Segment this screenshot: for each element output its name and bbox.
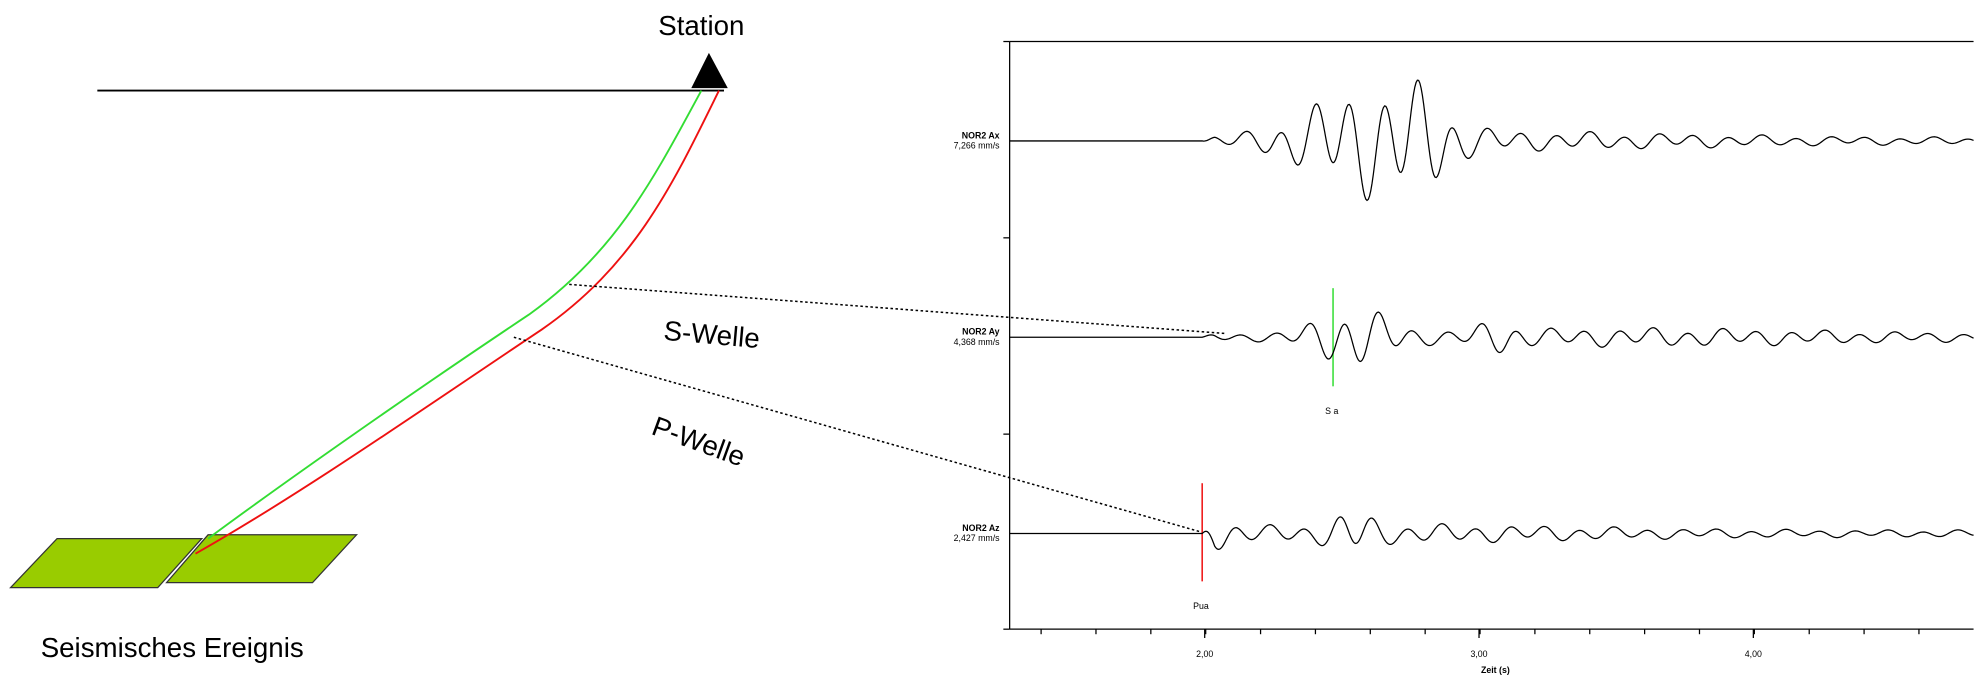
waveform	[1010, 80, 1974, 200]
x-tick-label: 2,00	[1196, 649, 1213, 659]
waveform	[1010, 312, 1974, 361]
s-wave-label: S-Welle	[662, 315, 761, 354]
station-marker	[691, 53, 727, 88]
page: {"labels": {"station": "Station", "event…	[0, 0, 1974, 677]
p-connector	[514, 337, 1202, 532]
trace-name: NOR2 Az	[962, 523, 1000, 533]
diagram: Station S-Welle P-Welle Seismisches Erei…	[0, 0, 1974, 677]
trace-scale: 2,427 mm/s	[954, 533, 1001, 543]
s-ray	[208, 91, 701, 539]
trace-name: NOR2 Ax	[962, 130, 1000, 140]
waveform	[1010, 517, 1974, 549]
seismogram: S a Pua Zeit (s) 2,00 3,00 4,00 NOR2 Ax7,26…	[954, 42, 1974, 676]
trace-scale: 4,368 mm/s	[954, 337, 1001, 347]
p-ray	[195, 91, 718, 554]
p-wave-label: P-Welle	[648, 410, 749, 472]
x-tick-label: 3,00	[1470, 649, 1487, 659]
trace-name: NOR2 Ay	[962, 327, 1000, 337]
x-tick-label: 4,00	[1745, 649, 1762, 659]
station-label: Station	[658, 10, 744, 41]
event-label: Seismisches Ereignis	[41, 632, 304, 663]
pick-label: S a	[1325, 406, 1338, 416]
pick-label: Pua	[1193, 601, 1209, 611]
x-axis-label: Zeit (s)	[1481, 665, 1510, 675]
trace-scale: 7,266 mm/s	[954, 140, 1001, 150]
